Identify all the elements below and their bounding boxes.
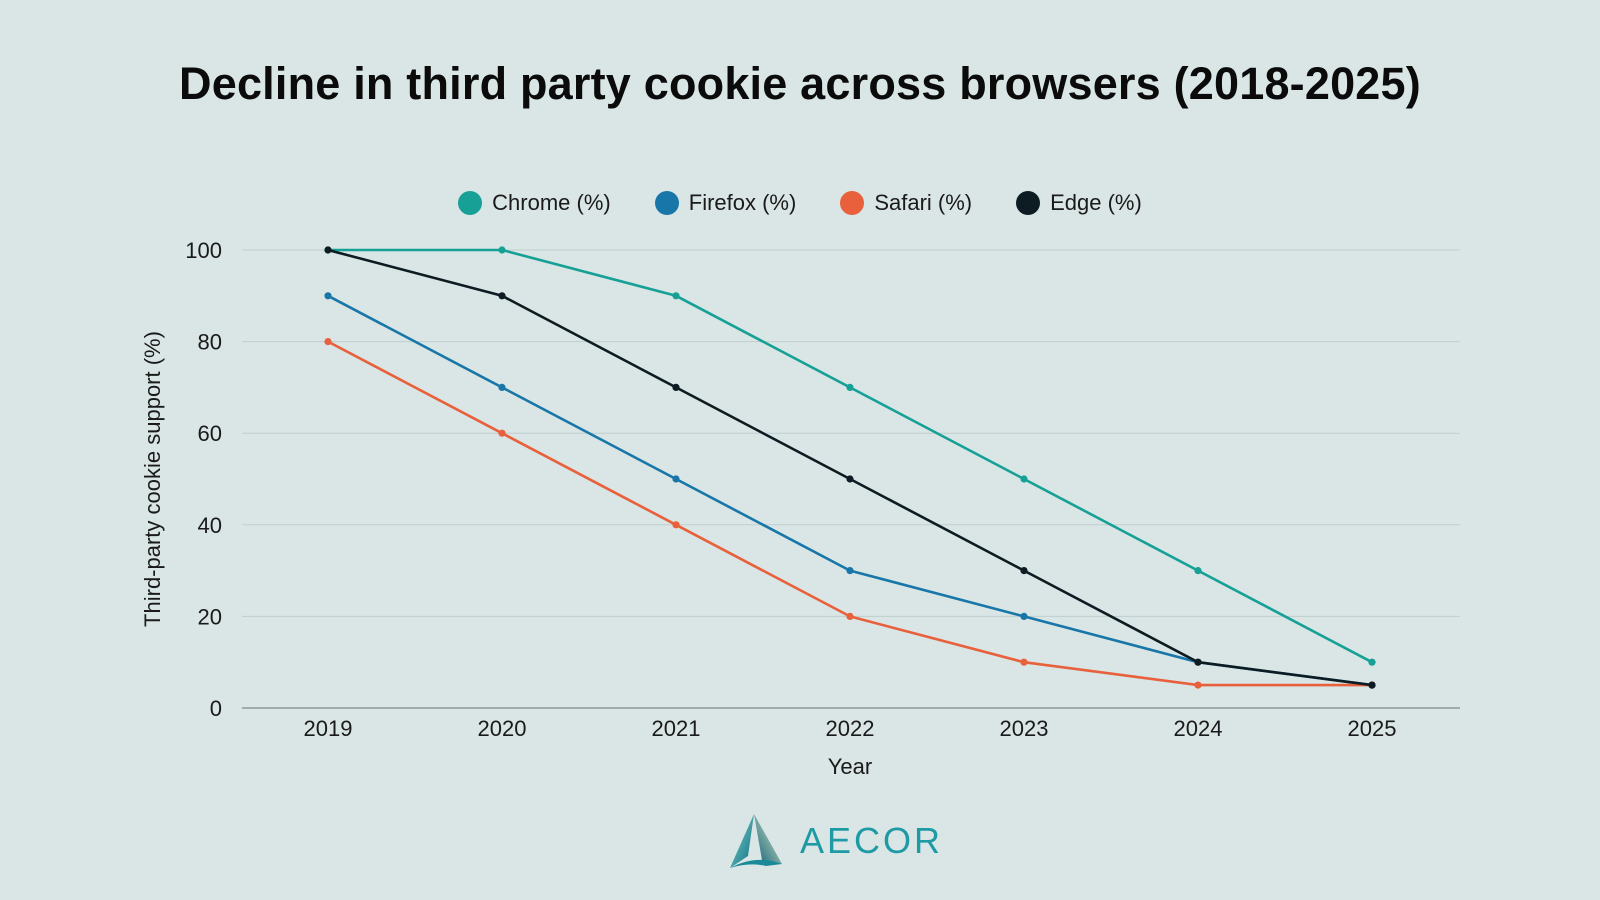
data-point xyxy=(498,292,506,300)
data-point xyxy=(846,475,854,483)
x-tick-label: 2019 xyxy=(304,716,353,741)
legend-dot-chrome-icon xyxy=(458,191,483,215)
legend-label-edge: Edge (%) xyxy=(1050,190,1142,215)
data-point xyxy=(846,612,854,621)
data-point xyxy=(672,292,680,300)
x-tick-label: 2023 xyxy=(1000,716,1049,741)
series-line-1 xyxy=(327,294,1373,687)
data-point xyxy=(846,383,854,391)
data-point xyxy=(324,246,332,254)
legend-item-edge: Edge (%) xyxy=(1016,190,1142,216)
x-tick-label: 2025 xyxy=(1348,716,1397,741)
x-tick-label: 2022 xyxy=(826,716,875,741)
legend-item-safari: Safari (%) xyxy=(840,190,972,216)
x-tick-label: 2024 xyxy=(1174,716,1223,741)
y-tick-label: 60 xyxy=(198,421,222,446)
legend: Chrome (%) Firefox (%) Safari (%) Edge (… xyxy=(0,190,1600,216)
data-point xyxy=(498,383,506,391)
y-axis-label: Third-party cookie support (%) xyxy=(140,331,165,627)
data-point xyxy=(1368,658,1376,666)
series-line-0 xyxy=(328,248,1373,664)
legend-item-chrome: Chrome (%) xyxy=(458,190,611,216)
data-point xyxy=(1020,567,1028,575)
y-tick-label: 80 xyxy=(198,330,222,355)
data-point xyxy=(498,246,506,254)
legend-dot-safari-icon xyxy=(840,191,865,215)
data-point xyxy=(1020,612,1028,621)
y-tick-label: 20 xyxy=(198,604,222,629)
legend-item-firefox: Firefox (%) xyxy=(654,190,797,216)
legend-label-firefox: Firefox (%) xyxy=(688,190,797,215)
data-point xyxy=(324,292,332,300)
y-tick-label: 100 xyxy=(185,238,222,263)
data-point xyxy=(1020,658,1028,666)
legend-dot-edge-icon xyxy=(1016,191,1041,215)
y-tick-label: 40 xyxy=(198,513,222,538)
chart-title: Decline in third party cookie across bro… xyxy=(179,58,1421,109)
data-point xyxy=(324,338,332,346)
data-point xyxy=(672,383,680,391)
data-point xyxy=(1194,681,1202,689)
x-tick-label: 2020 xyxy=(478,716,527,741)
logo: AECOR xyxy=(726,812,943,870)
data-point xyxy=(672,521,680,529)
data-point xyxy=(1368,681,1376,689)
legend-dot-firefox-icon xyxy=(654,191,679,215)
x-tick-label: 2021 xyxy=(652,716,701,741)
data-point xyxy=(672,475,680,483)
x-axis-label: Year xyxy=(828,754,872,779)
series-line-2 xyxy=(327,340,1372,687)
legend-label-safari: Safari (%) xyxy=(874,190,973,215)
triangle-logo-icon xyxy=(730,814,782,868)
data-point xyxy=(846,567,854,575)
data-point xyxy=(1194,567,1202,575)
y-tick-label: 0 xyxy=(210,696,222,721)
legend-label-chrome: Chrome (%) xyxy=(492,190,611,215)
data-point xyxy=(498,429,506,437)
data-point xyxy=(1020,475,1028,483)
logo-text: AECOR xyxy=(800,820,944,861)
data-point xyxy=(1194,658,1202,666)
